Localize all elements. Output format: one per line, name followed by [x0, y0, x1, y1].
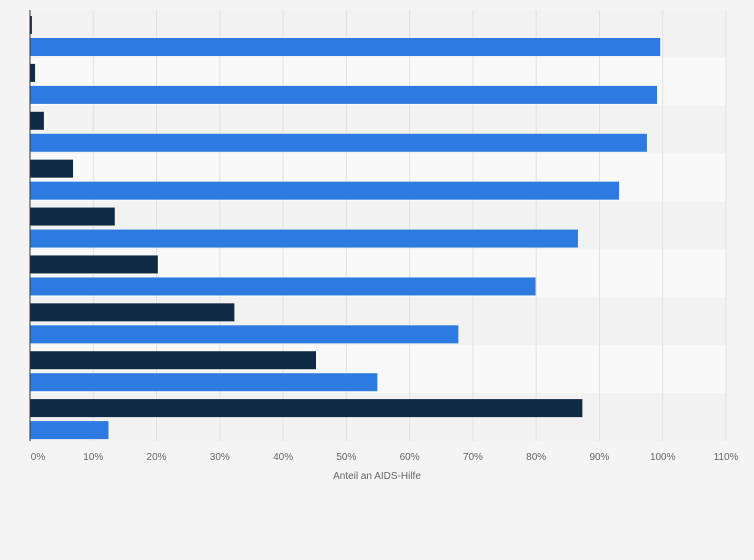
bar-series-1 [30, 159, 74, 178]
bar-series-2 [30, 181, 620, 200]
x-tick-label: 90% [589, 452, 609, 463]
bar-series-2 [30, 85, 658, 104]
x-axis-title: Anteil an AIDS-Hilfe [333, 471, 421, 482]
bar-series-1 [30, 303, 235, 322]
bar-series-1 [30, 111, 44, 130]
x-tick-label: 50% [336, 452, 356, 463]
x-tick-label: 70% [463, 452, 483, 463]
bar-series-1 [30, 207, 115, 226]
bar-series-1 [30, 16, 32, 34]
x-tick-label: 20% [147, 452, 167, 463]
bar-series-1 [30, 63, 36, 82]
bar-series-1 [30, 255, 158, 274]
bar-series-2 [30, 133, 647, 152]
x-tick-label: 10% [83, 452, 103, 463]
bar-series-1 [30, 351, 316, 370]
x-tick-label: 80% [526, 452, 546, 463]
bar-series-2 [30, 229, 578, 248]
bar-series-2 [30, 38, 661, 56]
x-tick-label: 110% [714, 452, 739, 463]
x-tick-label: 40% [273, 452, 293, 463]
x-tick-label: 30% [210, 452, 230, 463]
bar-series-1 [30, 399, 583, 418]
bar-series-2 [30, 325, 459, 344]
bar-series-2 [30, 373, 378, 392]
x-tick-label: 0% [31, 452, 46, 463]
x-tick-label: 60% [400, 452, 420, 463]
x-tick-label: 100% [650, 452, 676, 463]
bar-series-2 [30, 421, 109, 440]
bar-series-2 [30, 277, 536, 296]
